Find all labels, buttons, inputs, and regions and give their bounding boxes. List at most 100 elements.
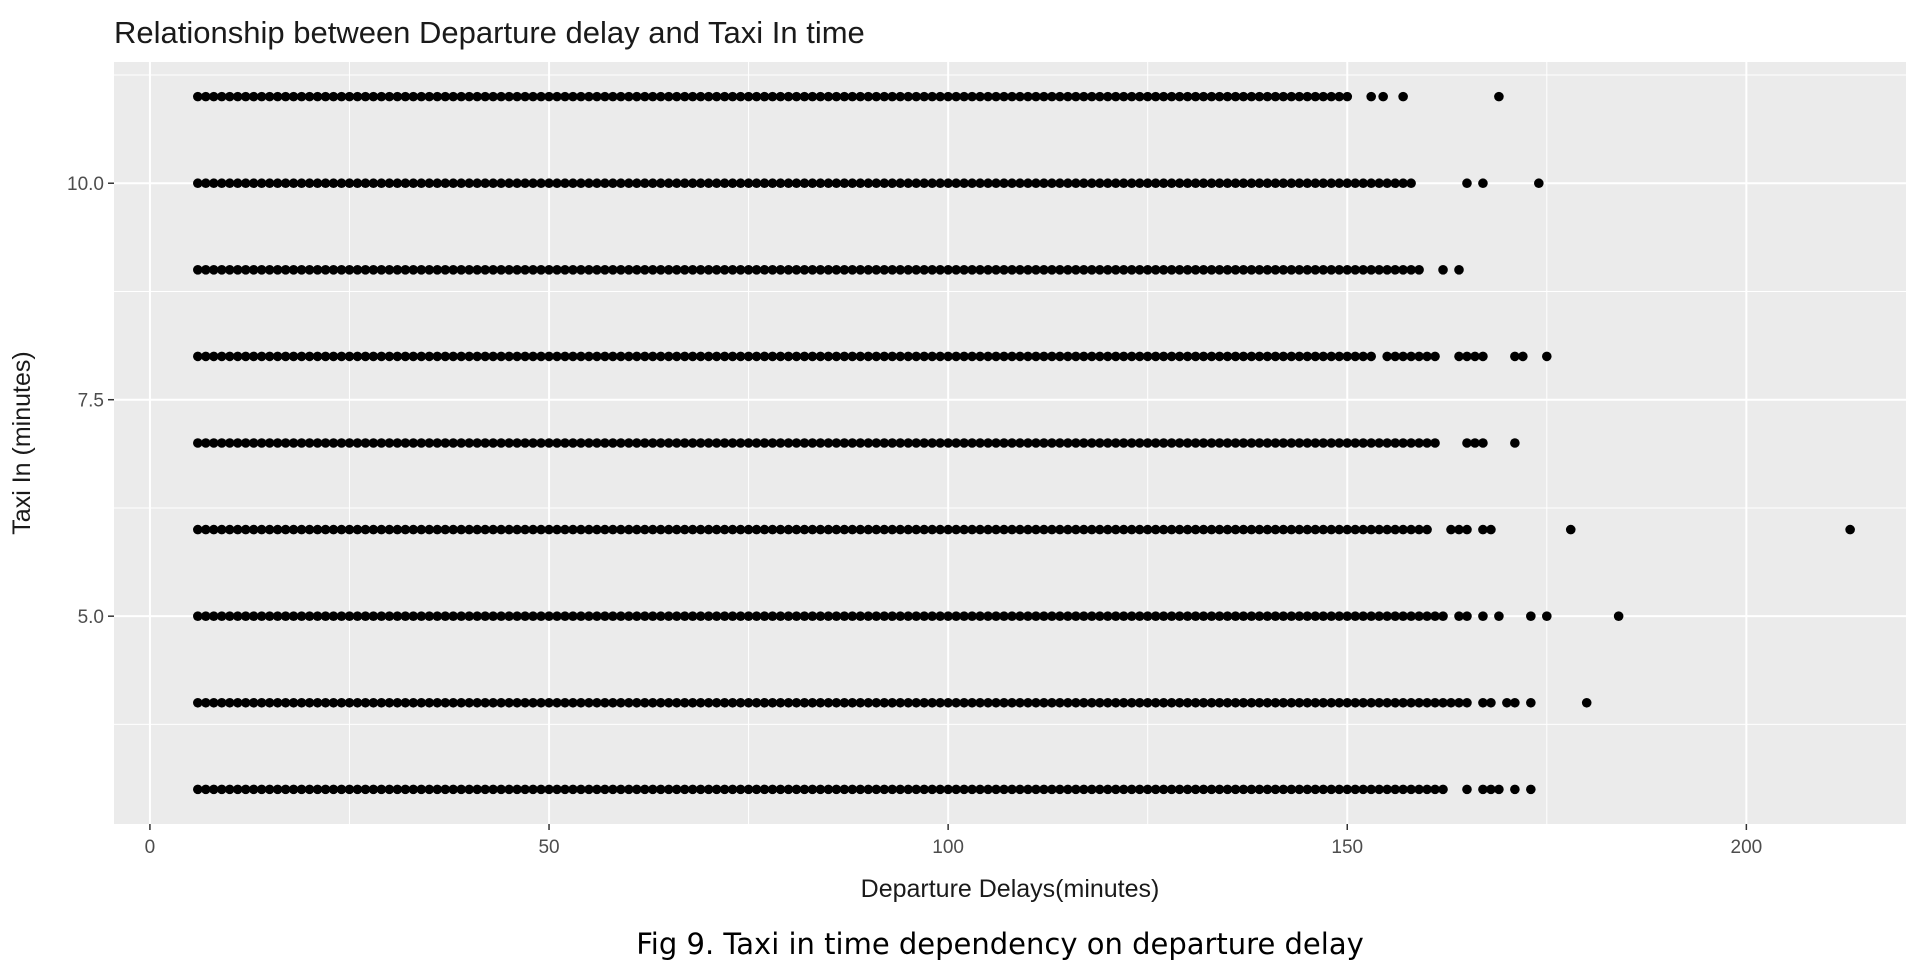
data-point [344,697,355,708]
data-point [1318,524,1329,535]
data-point [775,524,786,535]
data-point [1015,351,1025,362]
data-point [272,784,283,795]
data-point [911,178,922,189]
data-point [472,697,482,708]
data-point [959,697,969,708]
data-point [1079,265,1089,275]
data-point [416,438,427,448]
data-point [608,524,618,535]
data-point [432,265,443,275]
data-point [1470,351,1480,362]
data-point [855,178,866,189]
data-point [1118,438,1129,448]
data-point [975,524,985,535]
data-point [1422,611,1432,621]
data-point [616,178,626,189]
data-point [1238,438,1249,448]
data-point [1454,265,1464,275]
data-point [280,351,291,362]
data-point [264,351,275,362]
data-point [1406,697,1416,708]
data-point [264,611,275,621]
data-point [352,524,363,535]
data-point [1055,784,1065,795]
data-point [576,611,586,621]
data-point [1406,178,1416,189]
data-point [1438,611,1448,621]
data-point [647,91,658,102]
data-point [911,438,922,448]
data-point [991,524,1001,535]
data-point [663,784,674,795]
data-point [1158,784,1169,795]
data-point [1015,784,1025,795]
data-point [1270,697,1281,708]
data-point [632,438,642,448]
data-point [1007,697,1017,708]
data-point [1390,524,1400,535]
data-point [1358,438,1369,448]
data-point [1438,697,1448,708]
data-point [1071,611,1081,621]
data-point [719,91,730,102]
data-point [1166,611,1177,621]
data-point [1055,265,1065,275]
data-point [288,265,299,275]
data-point [424,351,435,362]
data-point [320,351,331,362]
data-point [767,265,778,275]
data-point [424,91,435,102]
data-point [719,784,730,795]
data-point [719,178,730,189]
data-point [1366,91,1376,102]
data-point [248,351,259,362]
data-point [903,438,914,448]
data-point [1023,524,1033,535]
data-point [608,178,618,189]
data-point [640,611,650,621]
data-point [1534,178,1544,189]
data-point [679,784,690,795]
data-point [1230,265,1241,275]
data-point [1063,524,1073,535]
data-point [1486,784,1496,795]
data-point [416,351,427,362]
data-point [232,524,243,535]
data-point [1087,611,1097,621]
data-point [1079,524,1089,535]
data-point [703,265,714,275]
data-point [991,91,1001,102]
data-point [663,91,674,102]
data-point [1342,351,1353,362]
data-point [496,438,506,448]
data-point [1286,524,1297,535]
data-point [679,265,690,275]
data-point [1158,438,1169,448]
data-point [815,91,826,102]
data-point [1246,178,1257,189]
data-point [1158,351,1169,362]
data-point [951,178,961,189]
data-point [695,697,706,708]
data-point [1310,784,1321,795]
data-point [280,524,291,535]
data-point [655,611,666,621]
data-point [256,265,267,275]
data-point [456,438,467,448]
data-point [1166,438,1177,448]
data-point [520,438,530,448]
data-point [823,611,834,621]
data-point [815,784,826,795]
data-point [1318,351,1329,362]
data-point [759,91,770,102]
data-point [224,178,235,189]
data-point [193,784,203,795]
data-point [240,524,251,535]
data-point [1374,438,1384,448]
data-point [624,265,634,275]
data-point [600,697,610,708]
data-point [344,438,355,448]
data-point [1198,611,1209,621]
data-point [831,178,842,189]
